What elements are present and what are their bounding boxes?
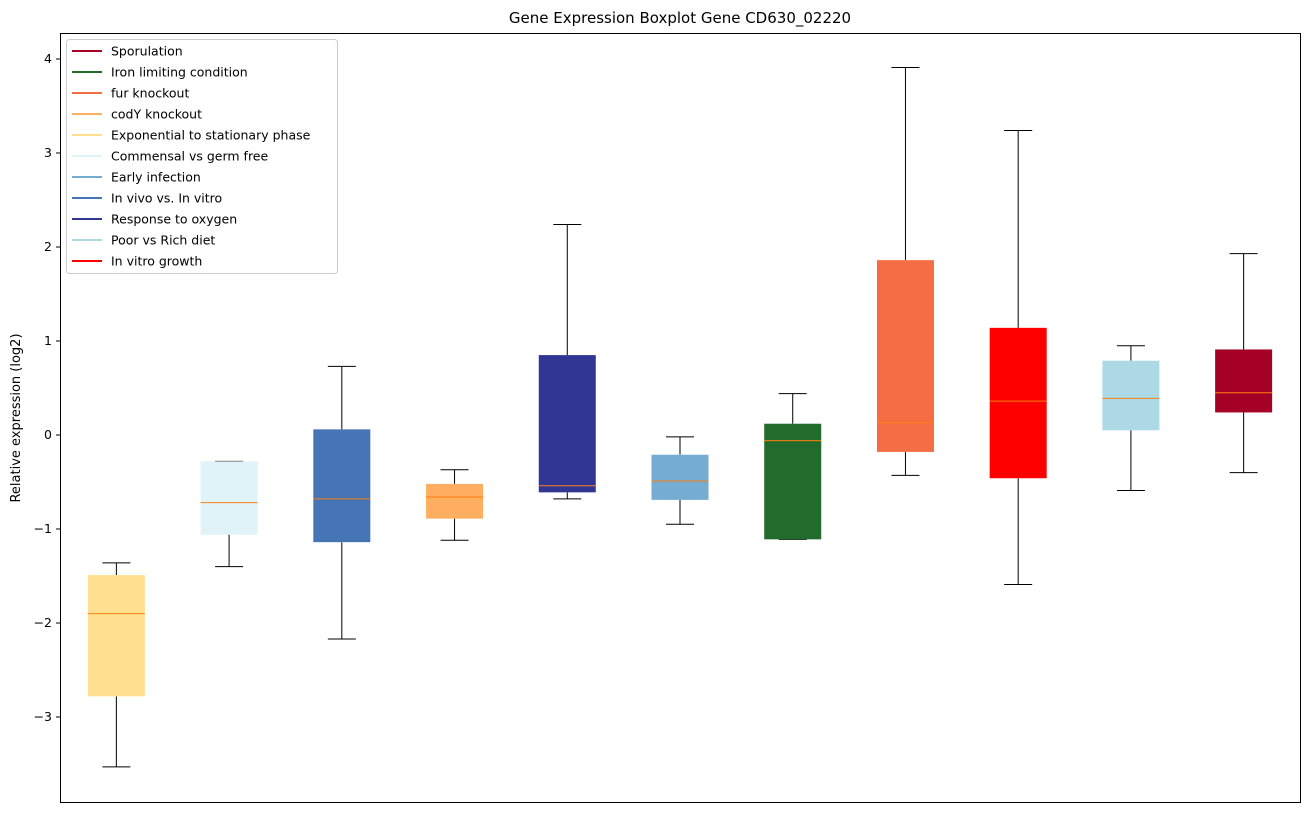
box-body [1102,360,1160,431]
y-tick-label: 4 [44,51,52,66]
legend-label: In vitro growth [111,254,202,269]
legend-label: fur knockout [111,86,189,101]
box-body [200,461,258,535]
box-body [538,355,596,493]
y-tick-label: 2 [44,239,52,254]
box-body [1215,349,1273,413]
chart-title: Gene Expression Boxplot Gene CD630_02220 [509,9,851,28]
box-1 [87,562,145,768]
box-9 [989,129,1047,585]
box-body [876,260,934,452]
plot-frame [60,33,1301,803]
box-7 [764,393,822,540]
box-4 [426,469,484,541]
legend-label: Response to oxygen [111,212,237,227]
box-body [313,429,371,543]
legend: Sporulation Iron limiting condition fur kn… [66,39,338,274]
box-body [651,454,709,500]
box-body [426,483,484,519]
y-tick-label: −1 [34,521,52,536]
legend-label: Sporulation [111,44,183,59]
box-11 [1215,253,1273,474]
legend-label: Exponential to stationary phase [111,128,311,143]
legend-label: Poor vs Rich diet [111,233,215,248]
legend-frame [66,39,338,274]
box-5 [538,223,596,500]
legend-label: Early infection [111,170,201,185]
y-axis: −3 −2 −1 0 1 2 3 4 [34,51,60,724]
box-10 [1102,345,1160,491]
y-tick-label: −2 [34,615,52,630]
box-3 [313,365,371,640]
box-body [989,327,1047,479]
box-8 [876,66,934,476]
y-axis-label: Relative expression (log2) [9,333,24,502]
box-2 [200,460,258,568]
y-tick-label: 1 [44,333,52,348]
legend-label: codY knockout [111,107,202,122]
legend-label: Commensal vs germ free [111,149,268,164]
legend-label: In vivo vs. In vitro [111,191,222,206]
y-tick-label: 0 [44,427,52,442]
box-6 [651,436,709,525]
box-body [87,575,145,697]
y-tick-label: −3 [34,709,52,724]
y-tick-label: 3 [44,145,52,160]
legend-label: Iron limiting condition [111,65,248,80]
box-body [764,423,822,540]
